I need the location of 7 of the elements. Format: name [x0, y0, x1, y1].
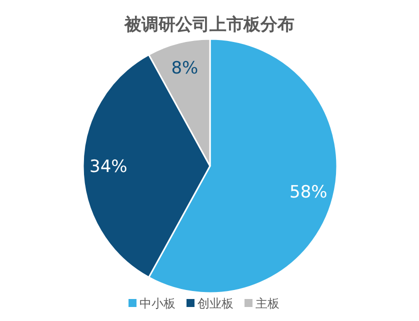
data-label: 58% — [290, 182, 328, 202]
legend-label: 中小板 — [140, 296, 176, 310]
legend-label: 主板 — [256, 296, 280, 310]
legend-label: 创业板 — [198, 296, 234, 310]
data-label: 8% — [171, 58, 198, 79]
chart-title: 被调研公司上市板分布 — [124, 15, 294, 35]
data-label: 34% — [90, 157, 128, 177]
